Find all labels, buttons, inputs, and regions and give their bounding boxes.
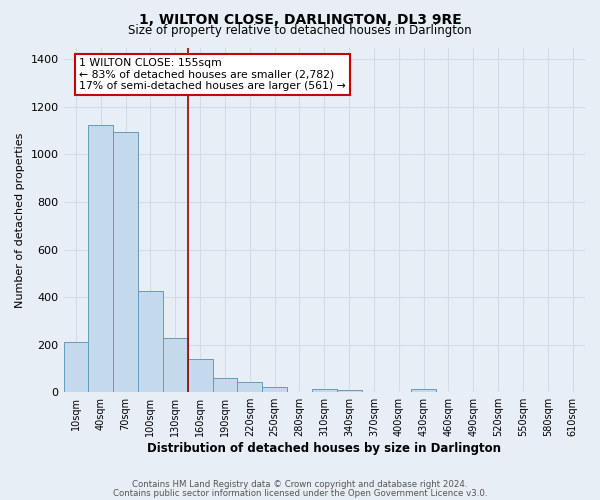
Text: 1 WILTON CLOSE: 155sqm
← 83% of detached houses are smaller (2,782)
17% of semi-: 1 WILTON CLOSE: 155sqm ← 83% of detached… bbox=[79, 58, 346, 91]
Bar bbox=[188, 359, 212, 392]
Bar bbox=[337, 390, 362, 392]
Text: Size of property relative to detached houses in Darlington: Size of property relative to detached ho… bbox=[128, 24, 472, 37]
Bar bbox=[312, 389, 337, 392]
Bar bbox=[238, 382, 262, 392]
Bar bbox=[163, 338, 188, 392]
Text: 1, WILTON CLOSE, DARLINGTON, DL3 9RE: 1, WILTON CLOSE, DARLINGTON, DL3 9RE bbox=[139, 12, 461, 26]
Bar bbox=[64, 342, 88, 392]
Bar bbox=[411, 390, 436, 392]
Text: Contains public sector information licensed under the Open Government Licence v3: Contains public sector information licen… bbox=[113, 488, 487, 498]
Bar bbox=[262, 388, 287, 392]
X-axis label: Distribution of detached houses by size in Darlington: Distribution of detached houses by size … bbox=[147, 442, 501, 455]
Bar bbox=[113, 132, 138, 392]
Y-axis label: Number of detached properties: Number of detached properties bbox=[15, 132, 25, 308]
Bar bbox=[88, 125, 113, 392]
Bar bbox=[138, 291, 163, 392]
Text: Contains HM Land Registry data © Crown copyright and database right 2024.: Contains HM Land Registry data © Crown c… bbox=[132, 480, 468, 489]
Bar bbox=[212, 378, 238, 392]
